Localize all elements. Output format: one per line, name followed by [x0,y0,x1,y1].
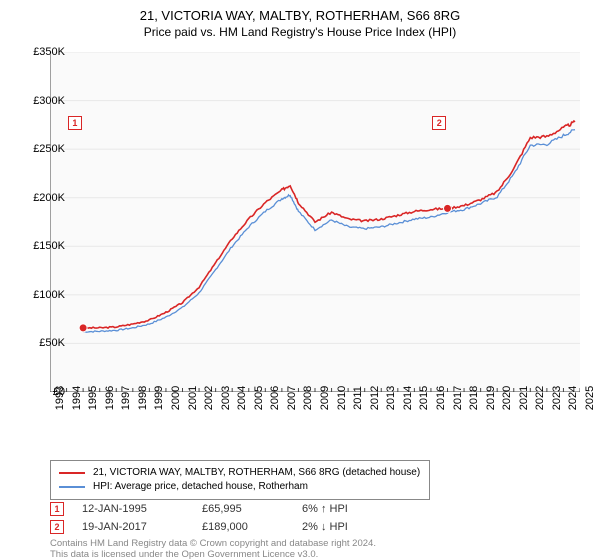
x-tick-label: 1993 [54,386,66,410]
x-tick-label: 2014 [402,386,414,410]
x-tick-label: 2023 [551,386,563,410]
x-tick-label: 2025 [584,386,596,410]
x-tick-label: 2009 [319,386,331,410]
sale-diff: 6% ↑ HPI [302,503,422,515]
chart-svg [50,52,580,392]
legend: 21, VICTORIA WAY, MALTBY, ROTHERHAM, S66… [50,460,430,500]
x-tick-label: 1994 [71,386,83,410]
x-tick-label: 2020 [501,386,513,410]
sale-marker-callout: 2 [432,116,446,130]
sales-table: 1 12-JAN-1995 £65,995 6% ↑ HPI 2 19-JAN-… [50,500,422,536]
x-tick-label: 2018 [468,386,480,410]
y-tick-label: £150K [15,240,65,252]
x-tick-label: 2010 [336,386,348,410]
footnote: Contains HM Land Registry data © Crown c… [50,538,376,560]
x-tick-label: 2006 [269,386,281,410]
x-tick-label: 2024 [567,386,579,410]
x-tick-label: 1998 [137,386,149,410]
legend-label: HPI: Average price, detached house, Roth… [93,480,308,494]
y-tick-label: £100K [15,289,65,301]
x-tick-label: 2016 [435,386,447,410]
chart-title: 21, VICTORIA WAY, MALTBY, ROTHERHAM, S66… [0,0,600,23]
footnote-line: Contains HM Land Registry data © Crown c… [50,538,376,549]
sale-marker: 2 [50,520,64,534]
chart-subtitle: Price paid vs. HM Land Registry's House … [0,23,600,39]
legend-swatch [59,472,85,474]
x-tick-label: 1999 [153,386,165,410]
sale-price: £65,995 [202,503,302,515]
legend-label: 21, VICTORIA WAY, MALTBY, ROTHERHAM, S66… [93,466,420,480]
sales-row: 1 12-JAN-1995 £65,995 6% ↑ HPI [50,500,422,518]
sale-marker-callout: 1 [68,116,82,130]
x-tick-label: 2021 [518,386,530,410]
sale-date: 19-JAN-2017 [82,521,202,533]
legend-swatch [59,486,85,488]
legend-item-hpi: HPI: Average price, detached house, Roth… [59,480,421,494]
y-tick-label: £350K [15,46,65,58]
y-tick-label: £50K [15,337,65,349]
x-tick-label: 2011 [352,386,364,410]
x-tick-label: 2004 [236,386,248,410]
x-tick-label: 1996 [104,386,116,410]
x-tick-label: 2019 [485,386,497,410]
legend-item-property: 21, VICTORIA WAY, MALTBY, ROTHERHAM, S66… [59,466,421,480]
x-tick-label: 2007 [286,386,298,410]
x-tick-label: 2003 [220,386,232,410]
y-tick-label: £300K [15,95,65,107]
x-tick-label: 2012 [369,386,381,410]
x-tick-label: 2008 [302,386,314,410]
sale-price: £189,000 [202,521,302,533]
y-tick-label: £250K [15,143,65,155]
footnote-line: This data is licensed under the Open Gov… [50,549,318,560]
sales-row: 2 19-JAN-2017 £189,000 2% ↓ HPI [50,518,422,536]
x-tick-label: 2013 [385,386,397,410]
sale-marker: 1 [50,502,64,516]
x-tick-label: 2022 [534,386,546,410]
x-tick-label: 2001 [187,386,199,410]
y-tick-label: £200K [15,192,65,204]
x-tick-label: 2002 [203,386,215,410]
x-tick-label: 2015 [418,386,430,410]
sale-date: 12-JAN-1995 [82,503,202,515]
x-tick-label: 2000 [170,386,182,410]
chart-area [50,52,580,422]
x-tick-label: 2017 [452,386,464,410]
chart-container: 21, VICTORIA WAY, MALTBY, ROTHERHAM, S66… [0,0,600,560]
x-tick-label: 1997 [120,386,132,410]
sale-diff: 2% ↓ HPI [302,521,422,533]
x-tick-label: 2005 [253,386,265,410]
x-tick-label: 1995 [87,386,99,410]
